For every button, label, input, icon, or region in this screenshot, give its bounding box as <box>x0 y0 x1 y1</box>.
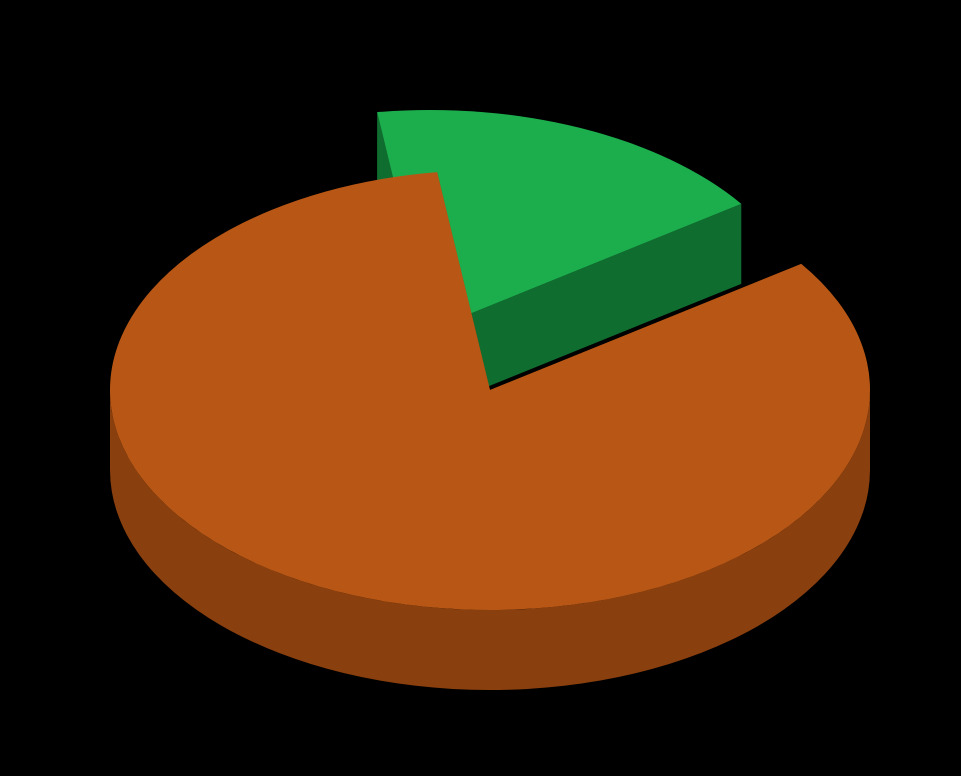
pie-chart-3d <box>0 0 961 776</box>
